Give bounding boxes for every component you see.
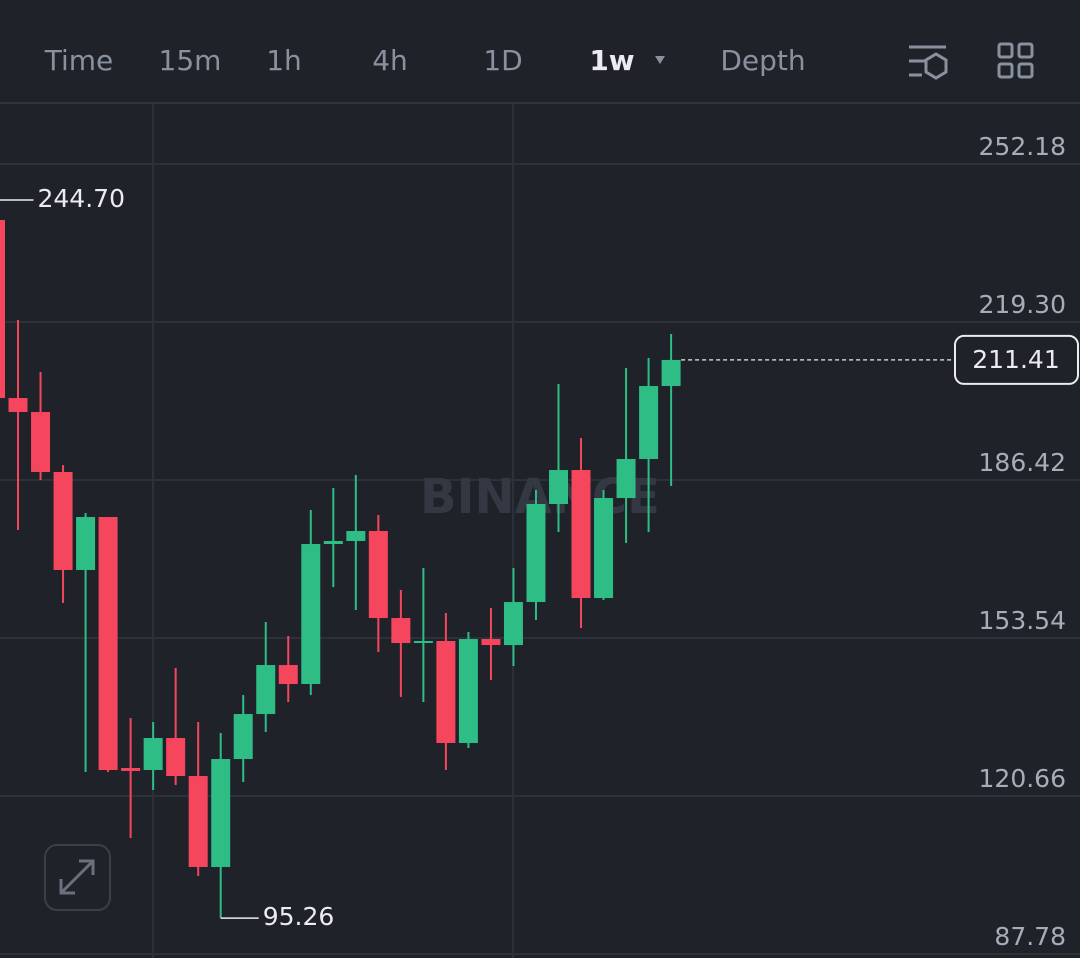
candle-body bbox=[503, 602, 523, 646]
candle-body bbox=[346, 531, 366, 541]
candle-body bbox=[639, 386, 659, 460]
expand-button[interactable] bbox=[44, 844, 111, 911]
candle-body bbox=[31, 412, 51, 472]
candle-body bbox=[616, 459, 636, 499]
high-label: 244.70 bbox=[38, 184, 125, 213]
y-tick-label: 120.66 bbox=[979, 764, 1066, 793]
y-tick-label: 186.42 bbox=[979, 448, 1066, 477]
candle-body bbox=[233, 714, 253, 760]
dropdown-arrow[interactable] bbox=[655, 56, 665, 64]
y-tick-label: 153.54 bbox=[979, 606, 1066, 635]
y-tick-label: 87.78 bbox=[994, 922, 1066, 951]
tab[interactable]: 1w bbox=[589, 44, 634, 77]
candle-body bbox=[571, 470, 591, 599]
tab[interactable]: Time bbox=[44, 44, 114, 77]
candle-body bbox=[211, 759, 231, 867]
candle-body bbox=[413, 640, 433, 644]
toolbar: Time 15m 1h 4h 1D 1w Depth bbox=[44, 44, 806, 77]
candle-body bbox=[301, 544, 321, 685]
y-tick-label: 219.30 bbox=[979, 290, 1066, 319]
candle-body bbox=[458, 639, 478, 744]
candle-body bbox=[76, 517, 96, 571]
candle-body bbox=[323, 540, 343, 545]
candle-body bbox=[8, 398, 28, 413]
candle-body bbox=[256, 665, 276, 715]
candle-body bbox=[121, 767, 141, 771]
candle-body bbox=[526, 503, 546, 603]
tab[interactable]: 15m bbox=[159, 44, 222, 77]
tab[interactable]: Depth bbox=[720, 44, 805, 77]
candle-body bbox=[661, 359, 681, 387]
last-price-label: 211.41 bbox=[972, 345, 1059, 374]
candle-body bbox=[594, 498, 614, 599]
candle-body bbox=[278, 665, 298, 685]
candle-body bbox=[53, 471, 73, 571]
low-label: 95.26 bbox=[263, 902, 335, 931]
candle-body bbox=[368, 531, 388, 619]
candles bbox=[0, 220, 681, 919]
candle-body bbox=[188, 776, 208, 867]
candle-body bbox=[166, 738, 186, 777]
settings-icon[interactable] bbox=[909, 45, 948, 80]
tab[interactable]: 1h bbox=[266, 44, 302, 77]
last-price-box bbox=[954, 334, 1079, 385]
candle-body bbox=[436, 640, 456, 744]
candle-body bbox=[481, 639, 501, 646]
annotations: 244.70 95.26 211.41 bbox=[0, 184, 1079, 931]
candle-body bbox=[98, 517, 118, 771]
layout-icon[interactable] bbox=[997, 42, 1034, 79]
grid: 252.18 219.30 186.42 153.54 120.66 87.78 bbox=[0, 132, 1080, 956]
candle-body bbox=[391, 618, 411, 644]
tab[interactable]: 1D bbox=[483, 44, 522, 77]
candle-body bbox=[143, 738, 163, 771]
y-tick-label: 252.18 bbox=[979, 132, 1066, 161]
candle-body bbox=[0, 220, 5, 399]
candle-body bbox=[549, 470, 568, 504]
tab[interactable]: 4h bbox=[372, 44, 408, 77]
